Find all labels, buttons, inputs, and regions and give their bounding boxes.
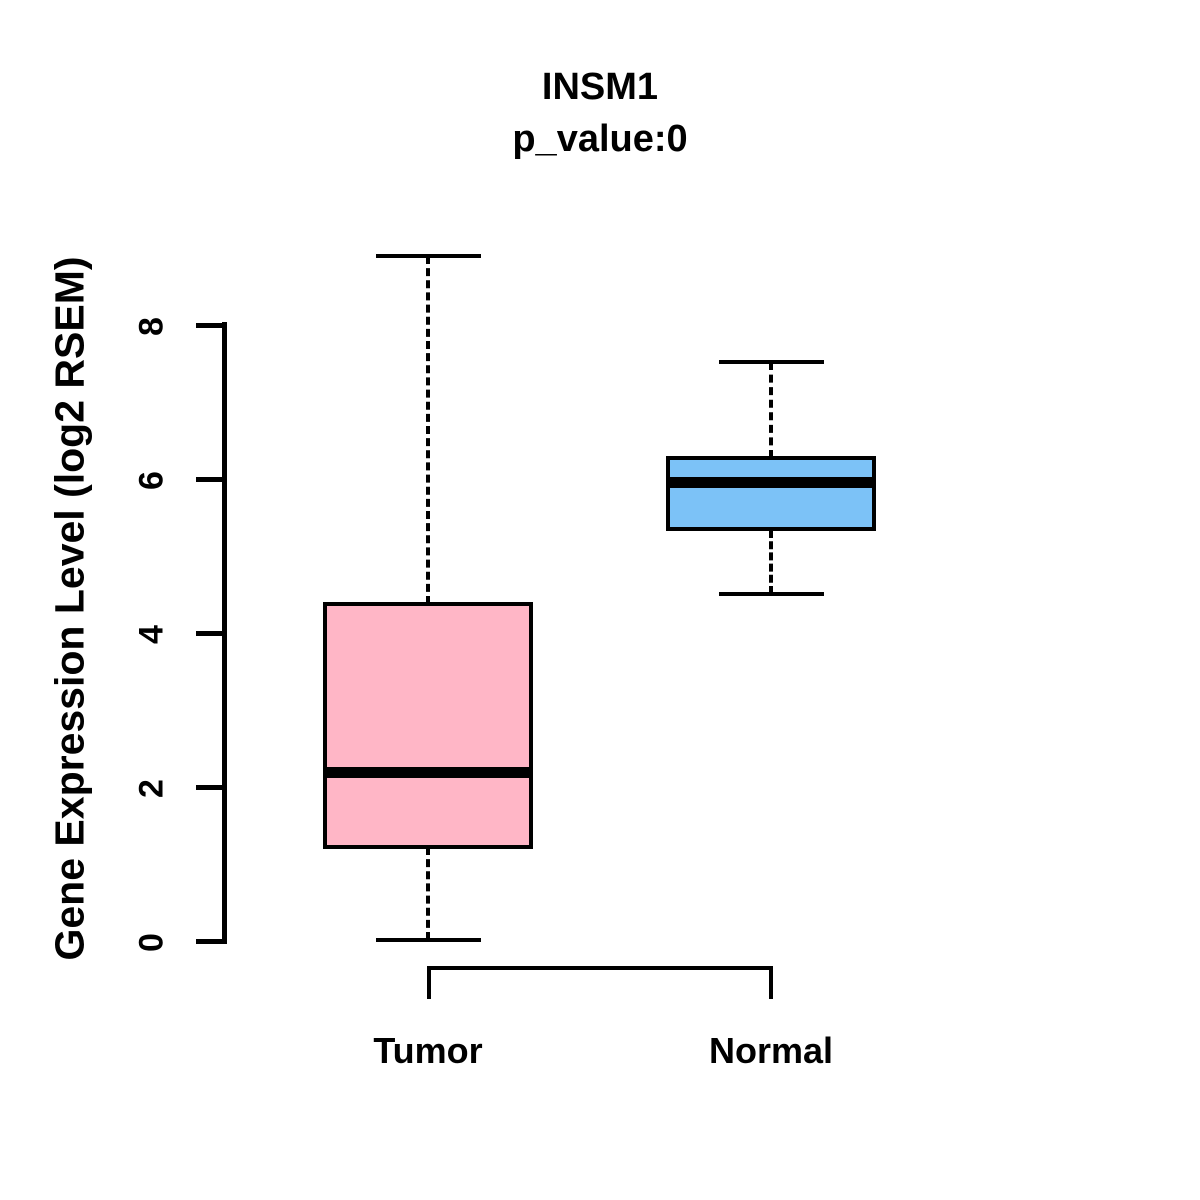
x-tick-label-tumor: Tumor [373,1030,483,1071]
y-tick-label-8: 8 [132,317,171,336]
y-tick-8 [196,323,223,328]
y-tick-0 [196,939,223,944]
whisker-upper-normal [769,362,773,458]
whisker-cap-upper-tumor [376,254,481,258]
y-tick-4 [196,631,223,636]
y-tick-label-6: 6 [132,471,171,490]
y-axis-label: Gene Expression Level (log2 RSEM) [46,256,93,961]
x-tick-label-normal: Normal [708,1030,834,1071]
y-tick-label-2: 2 [132,779,171,798]
y-axis-line [222,322,227,944]
whisker-lower-tumor [426,847,430,940]
box-normal [666,456,876,531]
whisker-cap-upper-normal [719,360,824,364]
y-tick-2 [196,785,223,790]
y-tick-label-4: 4 [132,625,171,644]
chart-title: INSM1 [541,66,659,108]
whisker-cap-lower-normal [719,592,824,596]
whisker-cap-lower-tumor [376,938,481,942]
median-tumor [323,767,533,778]
whisker-upper-tumor [426,256,430,604]
x-tick-tumor [427,966,431,999]
y-tick-6 [196,477,223,482]
median-normal [666,477,876,488]
x-axis-line [427,966,773,970]
chart-subtitle: p_value:0 [512,118,688,160]
box-tumor [323,602,533,849]
whisker-lower-normal [769,530,773,594]
x-tick-normal [769,966,773,999]
y-tick-label-0: 0 [132,933,171,952]
